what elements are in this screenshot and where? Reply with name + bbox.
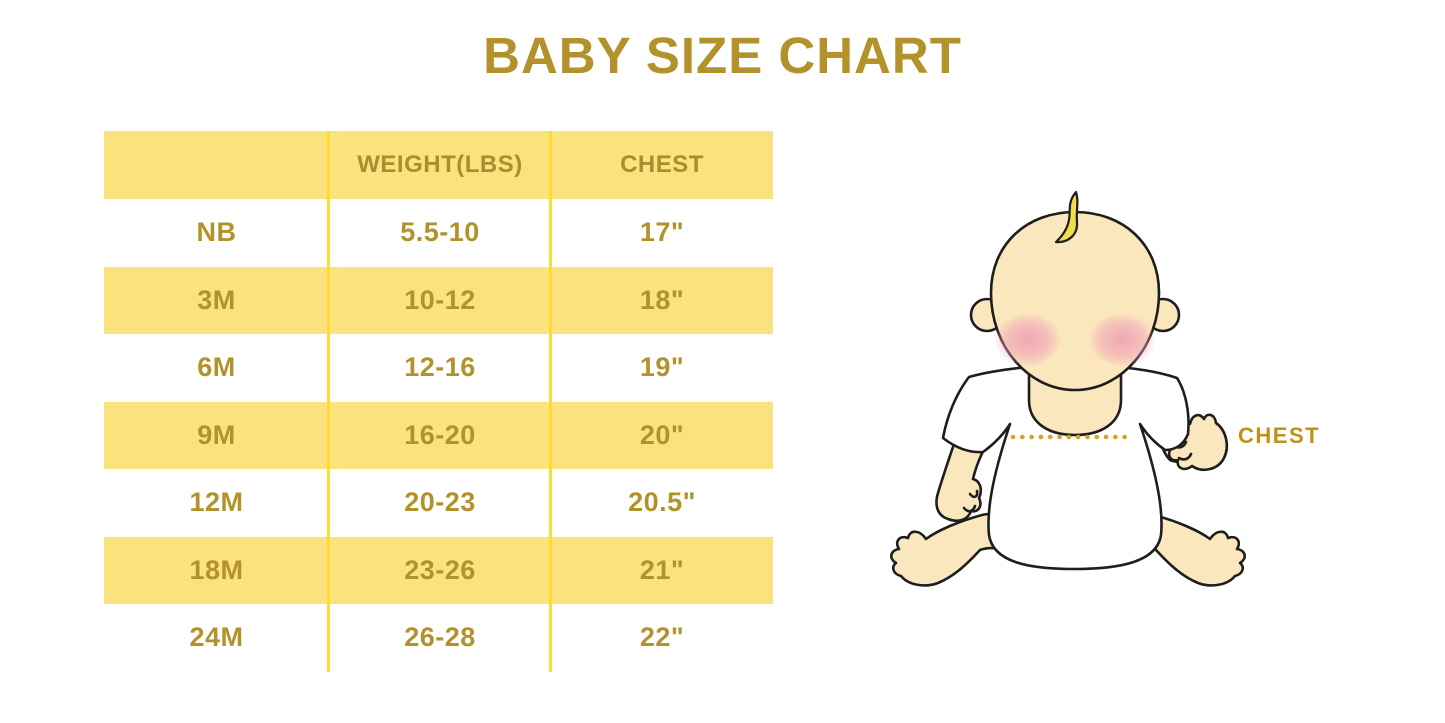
cell-chest: 22" [639, 622, 685, 653]
cell-weight: 5.5-10 [400, 217, 480, 248]
cell-weight: 23-26 [404, 554, 476, 585]
cell-weight: 16-20 [404, 419, 476, 450]
cell-chest: 18" [639, 284, 685, 315]
cell-chest: 17" [639, 217, 685, 248]
cell-weight: 20-23 [404, 487, 476, 518]
table-row: 6M 12-16 19" [104, 334, 773, 402]
baby-onesie [941, 363, 1190, 571]
size-table-body: NB 5.5-10 17" 3M 10-12 18" 6M 12-16 19" … [104, 199, 773, 672]
page-title: BABY SIZE CHART [483, 27, 962, 84]
cell-size: NB [196, 217, 237, 248]
cell-size: 18M [189, 554, 244, 585]
table-row: 18M 23-26 21" [104, 536, 773, 604]
column-separator-2 [549, 131, 552, 672]
table-row: NB 5.5-10 17" [104, 199, 773, 267]
cell-chest: 21" [639, 554, 685, 585]
size-table: WEIGHT(LBS) CHEST NB 5.5-10 17" 3M 10-12… [104, 131, 773, 672]
cell-chest: 20" [639, 419, 685, 450]
table-row: 3M 10-12 18" [104, 266, 773, 334]
cell-weight: 10-12 [404, 284, 476, 315]
cell-size: 24M [189, 622, 244, 653]
baby-blush-right [1088, 313, 1156, 367]
cell-size: 6M [197, 352, 236, 383]
cell-chest: 20.5" [628, 487, 696, 518]
table-row: 12M 20-23 20.5" [104, 469, 773, 537]
header-chest: CHEST [620, 151, 704, 178]
baby-hand-left-fingers [962, 489, 979, 513]
table-row: 24M 26-28 22" [104, 604, 773, 672]
cell-size: 12M [189, 487, 244, 518]
cell-weight: 26-28 [404, 622, 476, 653]
cell-size: 3M [197, 284, 236, 315]
baby-blush-left [994, 313, 1062, 367]
cell-weight: 12-16 [404, 352, 476, 383]
baby-illustration [890, 190, 1246, 587]
baby-hair-curl [1054, 190, 1079, 244]
table-header-row: WEIGHT(LBS) CHEST [104, 131, 773, 199]
cell-chest: 19" [639, 352, 685, 383]
cell-size: 9M [197, 419, 236, 450]
header-size [104, 131, 329, 199]
chest-label: CHEST [1238, 423, 1321, 448]
table-row: 9M 16-20 20" [104, 401, 773, 469]
column-separator-1 [327, 131, 330, 672]
header-weight: WEIGHT(LBS) [357, 151, 523, 178]
